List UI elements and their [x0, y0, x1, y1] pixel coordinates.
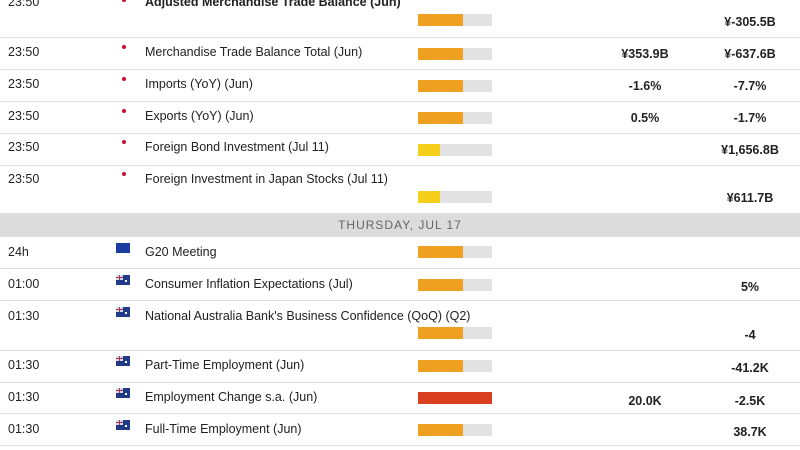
time: 23:50: [8, 45, 40, 59]
time: 24h: [8, 245, 29, 259]
previous: -7.7%: [733, 79, 767, 93]
flag: [119, 76, 129, 83]
day-header-text: THURSDAY, JUL 17: [338, 218, 462, 232]
flag: [116, 420, 130, 430]
time: 23:50: [8, 172, 40, 186]
impact: [418, 327, 492, 339]
time: 23:50: [8, 77, 40, 91]
event[interactable]: Consumer Inflation Expectations (Jul): [145, 277, 353, 291]
event[interactable]: Full-Time Employment (Jun): [145, 422, 302, 436]
previous: ¥-305.5B: [724, 15, 776, 29]
previous: ¥-637.6B: [724, 47, 776, 61]
previous: -1.7%: [733, 111, 767, 125]
time: 01:30: [8, 390, 40, 404]
impact: [418, 112, 492, 124]
time: 01:30: [8, 422, 40, 436]
time: 01:00: [8, 277, 40, 291]
event[interactable]: Employment Change s.a. (Jun): [145, 390, 318, 404]
event[interactable]: Exports (YoY) (Jun): [145, 109, 254, 123]
flag: [116, 307, 130, 317]
event[interactable]: National Australia Bank's Business Confi…: [145, 309, 471, 323]
flag: [119, 108, 129, 115]
impact: [418, 392, 492, 404]
forecast: ¥353.9B: [621, 47, 669, 61]
time: 01:30: [8, 358, 40, 372]
previous: ¥1,656.8B: [721, 143, 779, 157]
flag: [119, 44, 129, 51]
previous: ¥611.7B: [726, 191, 774, 205]
event[interactable]: Adjusted Merchandise Trade Balance (Jun): [145, 0, 401, 9]
time: 23:50: [8, 140, 40, 154]
event[interactable]: Merchandise Trade Balance Total (Jun): [145, 45, 363, 59]
event[interactable]: Foreign Investment in Japan Stocks (Jul …: [145, 172, 388, 186]
impact: [418, 360, 492, 372]
flag: [119, 0, 129, 4]
previous: -41.2K: [731, 361, 769, 375]
time: 23:50: [8, 0, 40, 9]
impact: [418, 279, 492, 291]
previous: 5%: [740, 280, 760, 294]
impact: [418, 191, 492, 203]
flag: [116, 275, 130, 285]
flag: [116, 356, 130, 366]
flag: [116, 388, 130, 398]
event[interactable]: Imports (YoY) (Jun): [145, 77, 253, 91]
event[interactable]: G20 Meeting: [145, 245, 217, 259]
forecast: -1.6%: [628, 79, 662, 93]
day-header: THURSDAY, JUL 17: [0, 213, 800, 237]
forecast: 20.0K: [628, 394, 662, 408]
event[interactable]: Foreign Bond Investment (Jul 11): [145, 140, 329, 154]
flag: [116, 243, 130, 253]
time: 23:50: [8, 109, 40, 123]
flag: [119, 171, 129, 178]
impact: [418, 424, 492, 436]
flag: [119, 139, 129, 146]
previous: 38.7K: [733, 425, 767, 439]
time: 01:30: [8, 309, 40, 323]
event[interactable]: Part-Time Employment (Jun): [145, 358, 305, 372]
impact: [418, 48, 492, 60]
impact: [418, 246, 492, 258]
impact: [418, 14, 492, 26]
impact: [418, 80, 492, 92]
previous: -2.5K: [734, 394, 766, 408]
forecast: 0.5%: [630, 111, 660, 125]
impact: [418, 144, 492, 156]
previous: -4: [744, 328, 756, 342]
